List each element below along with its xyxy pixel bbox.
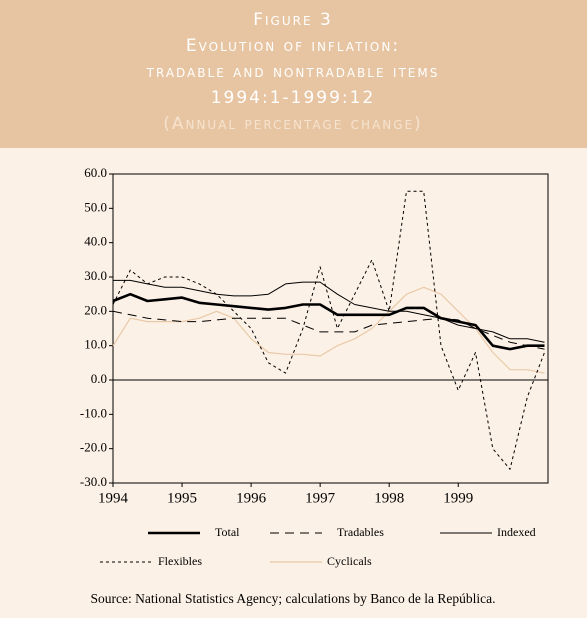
legend-label: Indexed <box>497 525 536 539</box>
subtitle: (Annual percentage change) <box>163 114 423 134</box>
x-tick-label: 1997 <box>305 490 336 506</box>
y-tick-label: 10.0 <box>84 337 107 352</box>
y-tick-label: -10.0 <box>80 405 107 420</box>
chart-title: tradable and nontradable items <box>146 62 440 82</box>
y-tick-label: 40.0 <box>84 234 107 249</box>
y-tick-label: -30.0 <box>80 474 107 489</box>
legend-label: Flexibles <box>158 554 202 568</box>
y-tick-label: 20.0 <box>84 302 107 317</box>
y-tick-label: 60.0 <box>84 165 107 180</box>
y-tick-label: -20.0 <box>80 440 107 455</box>
legend-label: Tradables <box>337 525 384 539</box>
x-tick-label: 1994 <box>98 490 129 506</box>
x-tick-label: 1998 <box>374 490 404 506</box>
series-line <box>112 310 545 350</box>
legend-label: Cyclicals <box>327 554 372 568</box>
chart-title: 1994:1-1999:12 <box>211 88 376 108</box>
figure-label: Figure 3 <box>253 10 333 30</box>
x-tick-label: 1996 <box>236 490 267 506</box>
series-line <box>113 279 545 343</box>
y-tick-label: 0.0 <box>91 371 107 386</box>
header-band <box>0 0 587 148</box>
y-tick-label: 50.0 <box>84 199 107 214</box>
source-note: Source: National Statistics Agency; calc… <box>91 591 496 606</box>
series-line <box>112 292 545 351</box>
plot-frame <box>112 173 549 484</box>
chart-title: Evolution of inflation: <box>186 36 400 56</box>
x-tick-label: 1999 <box>443 490 473 506</box>
x-tick-label: 1995 <box>167 490 197 506</box>
legend-label: Total <box>215 525 240 539</box>
series-line <box>112 190 545 470</box>
y-tick-label: 30.0 <box>84 268 107 283</box>
